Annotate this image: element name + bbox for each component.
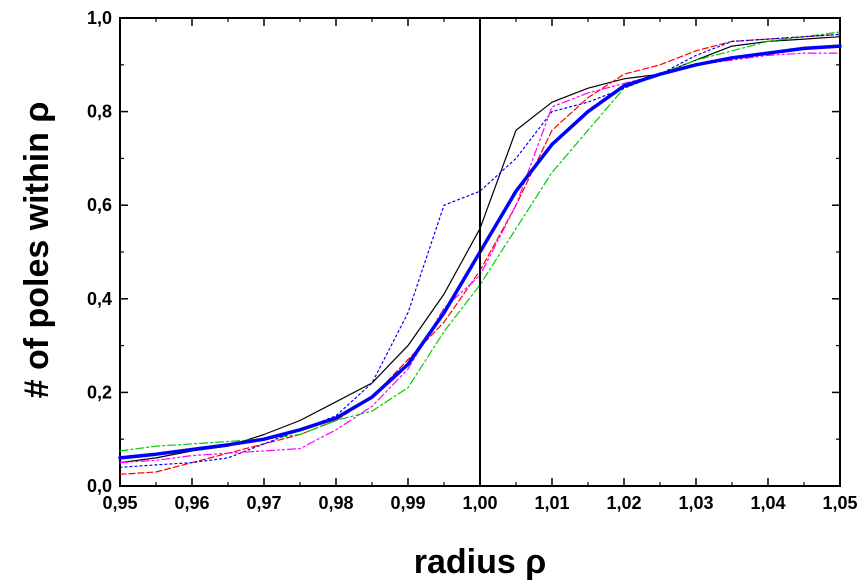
y-tick-label: 0,8: [87, 102, 112, 122]
x-tick-label: 1,05: [822, 493, 857, 513]
x-tick-label: 1,03: [678, 493, 713, 513]
y-tick-label: 0,6: [87, 195, 112, 215]
x-tick-label: 0,98: [318, 493, 353, 513]
x-tick-label: 1,02: [606, 493, 641, 513]
x-tick-label: 1,04: [750, 493, 785, 513]
y-tick-label: 0,4: [87, 289, 112, 309]
x-tick-label: 0,95: [102, 493, 137, 513]
x-tick-label: 0,96: [174, 493, 209, 513]
x-axis-title: radius ρ: [414, 543, 547, 581]
y-tick-label: 1,0: [87, 8, 112, 28]
y-tick-label: 0,2: [87, 382, 112, 402]
x-tick-label: 1,01: [534, 493, 569, 513]
x-tick-label: 0,99: [390, 493, 425, 513]
series-line-4: [119, 33, 841, 468]
y-axis-ticks: 0,0 0,2 0,4 0,6 0,8 1,0: [87, 8, 840, 496]
y-axis-title: # of poles within ρ: [18, 102, 56, 399]
x-tick-label: 1,00: [462, 493, 497, 513]
x-axis-ticks: 0,95 0,96 0,97 0,98 0,99 1,00 1,01 1,02 1,03 1,04…: [102, 18, 858, 513]
y-tick-label: 0,0: [87, 476, 112, 496]
x-tick-label: 0,97: [246, 493, 281, 513]
series-line-3: [119, 31, 841, 452]
